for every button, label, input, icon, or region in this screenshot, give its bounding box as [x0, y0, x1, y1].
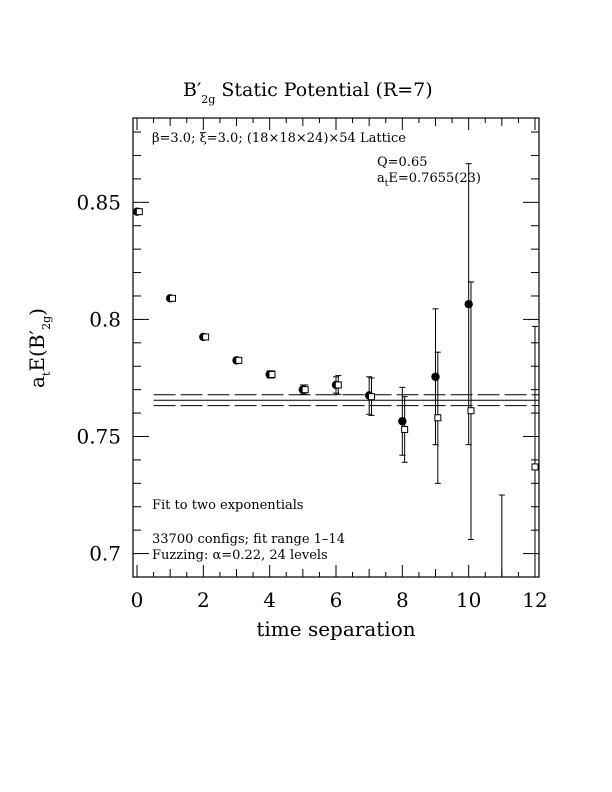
data-point-open	[135, 208, 143, 216]
x-tick-label: 10	[456, 588, 481, 612]
fuzzing-annotation: Fuzzing: α=0.22, 24 levels	[152, 548, 328, 563]
y-tick-label: 0.8	[89, 307, 121, 331]
chart-title: B′2g Static Potential (R=7)	[183, 79, 433, 106]
y-tick-label: 0.85	[76, 190, 121, 214]
q-annotation: Q=0.65	[377, 155, 428, 170]
data-point-open	[434, 414, 442, 422]
data-point-open	[334, 381, 342, 389]
fit-energy-annotation: atE=0.7655(23)	[377, 171, 481, 189]
x-tick-label: 8	[396, 588, 409, 612]
data-point-filled	[431, 372, 440, 381]
y-tick-label: 0.75	[76, 424, 121, 448]
x-axis-label: time separation	[256, 617, 415, 641]
y-axis: 0.7 0.75 0.8 0.85	[76, 131, 539, 578]
x-tick-label: 6	[330, 588, 343, 612]
fit-band	[153, 394, 539, 407]
configs-annotation: 33700 configs; fit range 1–14	[152, 532, 345, 547]
data-point-open	[235, 356, 243, 364]
data-point-open	[531, 463, 539, 471]
fit-type-annotation: Fit to two exponentials	[152, 498, 304, 513]
lattice-annotation: β=3.0; ξ=3.0; (18×18×24)×54 Lattice	[152, 131, 406, 146]
y-tick-label: 0.7	[89, 542, 121, 566]
x-tick-label: 0	[131, 588, 144, 612]
data-point-open	[168, 294, 176, 302]
data-point-open	[301, 386, 309, 394]
data-point-filled	[398, 417, 407, 426]
data-point-open	[268, 370, 276, 378]
x-axis: 0 2 4 6 8 10 12	[131, 118, 548, 612]
x-tick-label: 4	[263, 588, 276, 612]
x-tick-label: 2	[197, 588, 210, 612]
data-point-open	[467, 407, 475, 415]
data-point-open	[401, 425, 409, 433]
y-axis-label: atE(B′2g)	[25, 308, 53, 388]
x-tick-label: 12	[522, 588, 547, 612]
data-point-open	[202, 333, 210, 341]
data-series	[132, 163, 539, 577]
data-point-open	[367, 393, 375, 401]
data-point-filled	[464, 299, 473, 309]
